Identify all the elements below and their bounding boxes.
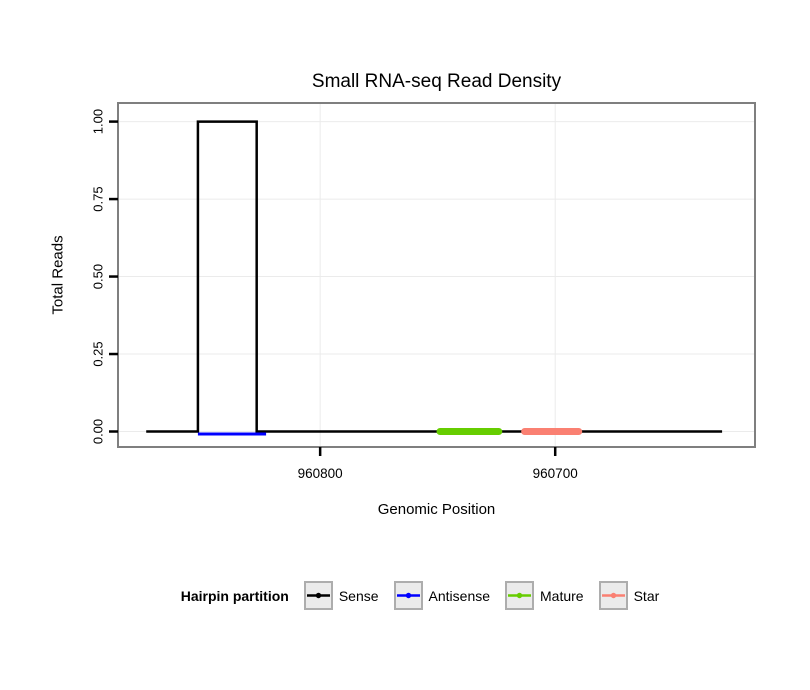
y-tick-label: 0.50 bbox=[91, 264, 106, 289]
legend-title: Hairpin partition bbox=[180, 587, 289, 604]
legend-key-mature bbox=[505, 581, 535, 610]
legend-key-point bbox=[405, 592, 411, 599]
antisense-key-glyph-icon bbox=[396, 592, 420, 599]
y-tick-label: 0.00 bbox=[91, 419, 106, 444]
x-tick-label: 960700 bbox=[533, 466, 578, 481]
legend-item-sense: Sense bbox=[303, 581, 379, 610]
legend-key-star bbox=[598, 581, 628, 610]
x-tick-label: 960800 bbox=[298, 466, 343, 481]
legend-item-antisense: Antisense bbox=[393, 581, 491, 610]
legend-item-mature: Mature bbox=[505, 581, 584, 610]
panel-border bbox=[117, 102, 756, 448]
series-sense bbox=[146, 120, 723, 433]
legend: Hairpin partition Sense Antisense Mature St… bbox=[0, 581, 810, 610]
legend-key-antisense bbox=[393, 581, 423, 610]
legend-key-point bbox=[516, 592, 523, 599]
y-tick-label: 1.00 bbox=[91, 109, 106, 134]
x-axis-label: Genomic Position bbox=[377, 501, 496, 518]
y-tick-label: 0.25 bbox=[91, 341, 106, 366]
legend-label-mature: Mature bbox=[540, 587, 584, 604]
y-axis-label: Total Reads bbox=[49, 235, 67, 315]
sense-key-glyph-icon bbox=[306, 592, 330, 599]
legend-key-point bbox=[610, 592, 616, 599]
panel-background bbox=[118, 103, 755, 447]
chart-title: Small RNA-seq Read Density bbox=[311, 71, 562, 92]
legend-item-star: Star bbox=[598, 581, 660, 610]
legend-label-sense: Sense bbox=[338, 587, 379, 604]
legend-label-antisense: Antisense bbox=[428, 587, 491, 604]
star-key-glyph-icon bbox=[601, 592, 625, 599]
legend-key-point bbox=[315, 592, 322, 599]
legend-label-star: Star bbox=[633, 587, 660, 604]
legend-key-sense bbox=[303, 581, 333, 610]
y-tick-label: 0.75 bbox=[91, 186, 106, 211]
mature-key-glyph-icon bbox=[508, 592, 532, 599]
legend-items: Sense Antisense Mature Star bbox=[303, 581, 660, 610]
